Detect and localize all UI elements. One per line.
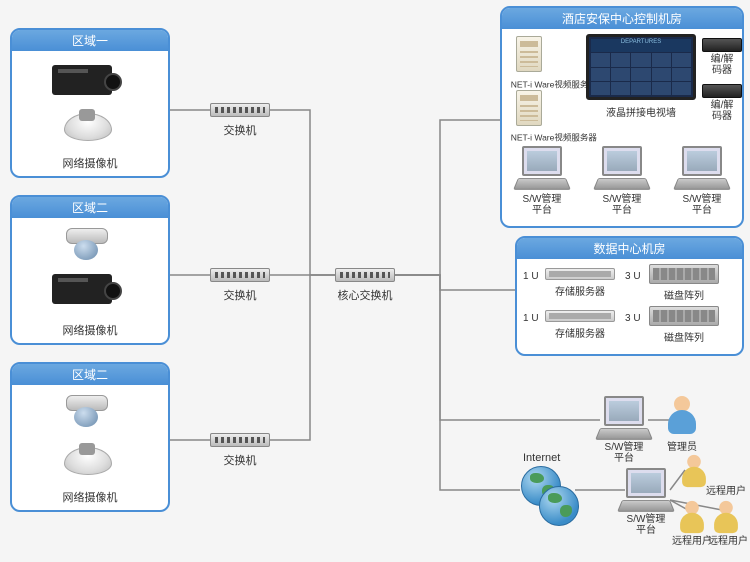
switch-icon xyxy=(210,103,270,117)
ws-3-label: S/W管理 平台 xyxy=(672,194,732,216)
zone-1-camera-label: 网络摄像机 xyxy=(12,155,168,171)
person-user-icon xyxy=(714,501,738,533)
switch-icon xyxy=(210,268,270,282)
zone-2-camera-label: 网络摄像机 xyxy=(12,322,168,338)
u3-label-2: 3 U xyxy=(625,313,641,324)
zone-1-panel: 区域一 网络摄像机 xyxy=(10,28,170,178)
data-center-title: 数据中心机房 xyxy=(517,238,742,259)
disk-array-icon xyxy=(649,264,719,284)
disk-array-icon xyxy=(649,306,719,326)
box-camera-icon xyxy=(52,274,112,304)
box-camera-icon xyxy=(52,65,112,95)
storage-2-label: 存储服务器 xyxy=(551,325,609,340)
person-user-icon xyxy=(682,455,706,487)
workstation-icon xyxy=(600,396,648,440)
person-user-icon xyxy=(680,501,704,533)
admin-label: 管理员 xyxy=(662,438,702,453)
workstation-icon xyxy=(622,468,670,512)
globe-icon xyxy=(539,486,579,526)
disk-1-label: 磁盘阵列 xyxy=(657,287,711,302)
u1-label-2: 1 U xyxy=(523,313,539,324)
u3-label-1: 3 U xyxy=(625,271,641,282)
remote-ws-2-label: S/W管理 平台 xyxy=(616,514,676,536)
zone-2-title: 区域二 xyxy=(12,197,168,218)
core-switch-label: 核心交换机 xyxy=(325,287,405,303)
dome-camera-icon xyxy=(64,395,108,431)
dome-camera-icon xyxy=(64,107,110,141)
ws-1-label: S/W管理 平台 xyxy=(512,194,572,216)
server-2-label: NET-i Ware视频服务器 xyxy=(511,130,588,143)
core-switch-icon xyxy=(335,268,395,282)
remote-user-1-label: 远程用户 xyxy=(706,482,746,497)
ws-2-label: S/W管理 平台 xyxy=(592,194,652,216)
encoder-1-label: 编/解 码器 xyxy=(700,54,744,76)
dome-camera-icon xyxy=(64,228,108,264)
zone-3-camera-label: 网络摄像机 xyxy=(12,489,168,505)
internet-label: Internet xyxy=(523,452,560,464)
control-room-panel: 酒店安保中心控制机房 NET-i Ware视频服务器 NET-i Ware视频服… xyxy=(500,6,744,228)
workstation-icon xyxy=(678,146,726,190)
dome-camera-icon xyxy=(64,441,110,475)
workstation-icon xyxy=(518,146,566,190)
switch-2-label: 交换机 xyxy=(210,287,270,303)
encoder-icon xyxy=(702,84,742,98)
encoder-2-label: 编/解 码器 xyxy=(700,100,744,122)
remote-ws-1-label: S/W管理 平台 xyxy=(594,442,654,464)
disk-2-label: 磁盘阵列 xyxy=(657,329,711,344)
server-icon xyxy=(516,90,542,126)
data-center-panel: 数据中心机房 1 U 存储服务器 3 U 磁盘阵列 1 U 存储服务器 3 U … xyxy=(515,236,744,356)
zone-3-panel: 区域二 网络摄像机 xyxy=(10,362,170,512)
remote-user-3-label: 远程用户 xyxy=(706,532,750,547)
zone-3-title: 区域二 xyxy=(12,364,168,385)
zone-2-panel: 区域二 网络摄像机 xyxy=(10,195,170,345)
rack-server-icon xyxy=(545,268,615,280)
rack-server-icon xyxy=(545,310,615,322)
encoder-icon xyxy=(702,38,742,52)
control-room-title: 酒店安保中心控制机房 xyxy=(502,8,742,29)
video-wall-icon: DEPARTURES xyxy=(586,34,696,100)
u1-label-1: 1 U xyxy=(523,271,539,282)
video-wall-label: 液晶拼接电视墙 xyxy=(596,104,686,119)
server-icon xyxy=(516,36,542,72)
switch-3-label: 交换机 xyxy=(210,452,270,468)
person-admin-icon xyxy=(668,396,696,434)
video-wall-header: DEPARTURES xyxy=(591,39,691,52)
server-1-label: NET-i Ware视频服务器 xyxy=(511,77,588,90)
switch-1-label: 交换机 xyxy=(210,122,270,138)
storage-1-label: 存储服务器 xyxy=(551,283,609,298)
zone-1-title: 区域一 xyxy=(12,30,168,51)
workstation-icon xyxy=(598,146,646,190)
switch-icon xyxy=(210,433,270,447)
